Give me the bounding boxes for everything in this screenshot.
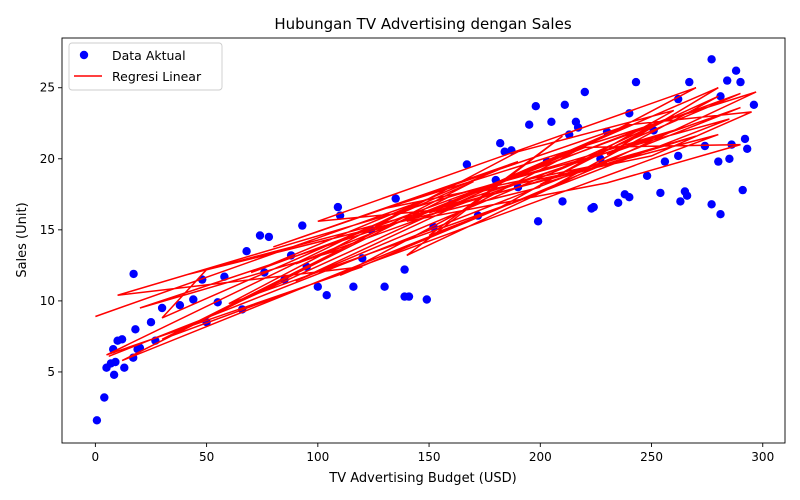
legend: Data Aktual Regresi Linear [68,42,223,91]
data-point-56 [531,102,540,111]
legend-label-data-aktual: Data Aktual [112,48,186,63]
data-point-18 [175,301,185,310]
data-point-14 [146,318,156,327]
data-point-81 [682,191,692,200]
legend-marker-data-aktual [79,50,89,60]
x-tick-label-0: 0 [92,450,100,464]
y-tick-label-10: 10 [40,294,55,308]
data-point-69 [614,198,623,207]
data-point-78 [674,94,683,104]
data-point-45 [422,295,431,304]
x-tick-label-100: 100 [306,450,329,464]
data-point-84 [707,200,716,209]
data-point-6 [120,363,129,372]
data-point-94 [738,185,747,195]
chart-title: Hubungan TV Advertising dengan Sales [274,15,571,33]
y-tick-label-5: 5 [47,365,55,379]
data-point-66 [589,202,598,212]
data-point-60 [560,100,569,110]
y-tick-label-25: 25 [40,81,55,95]
data-point-93 [736,77,745,87]
data-point-90 [725,154,734,163]
data-point-87 [716,210,725,219]
data-point-96 [743,144,752,153]
legend-box [68,42,223,91]
data-point-34 [322,291,331,300]
data-point-37 [349,282,358,291]
data-point-85 [707,55,716,64]
data-point-77 [660,157,670,166]
x-tick-label-300: 300 [751,450,774,464]
data-point-83 [700,141,710,151]
data-point-5 [111,357,120,367]
legend-label-regresi-linear: Regresi Linear [112,69,202,84]
data-point-19 [189,295,198,304]
data-point-59 [558,197,567,206]
data-point-26 [255,231,265,240]
plot-frame [61,37,786,444]
data-point-95 [740,134,750,144]
data-point-48 [462,160,472,169]
x-tick-label-150: 150 [418,450,441,464]
data-point-57 [533,217,543,226]
y-tick-label-15: 15 [40,223,55,237]
data-point-41 [391,194,400,203]
x-tick-label-200: 200 [529,450,552,464]
data-point-76 [656,188,665,198]
data-point-74 [642,171,652,180]
data-point-44 [404,292,414,301]
data-point-40 [380,282,389,291]
data-point-12 [117,335,127,344]
data-point-0 [92,416,102,425]
scatter-points [92,55,759,425]
data-point-79 [676,197,685,206]
data-point-89 [723,76,732,85]
x-tick-label-50: 50 [199,450,214,464]
regression-line-layer [95,86,757,362]
data-point-82 [685,77,694,87]
data-point-86 [714,157,723,166]
y-axis-label: Sales (Unit) [15,202,30,277]
data-point-58 [547,117,556,127]
data-point-2 [109,370,119,379]
data-point-28 [264,232,274,242]
y-axis-ticks: 5 10 15 20 25 [40,81,62,379]
data-point-25 [242,247,251,256]
data-point-17 [157,303,167,313]
regression-line [95,86,757,362]
data-point-92 [731,66,741,75]
x-axis-ticks: 0 50 100 150 200 250 300 [92,443,774,464]
data-point-42 [400,265,409,274]
data-point-31 [298,221,307,230]
data-point-51 [496,139,505,148]
data-point-98 [674,151,683,161]
data-point-1 [100,393,109,402]
y-tick-label-20: 20 [40,152,55,166]
data-point-71 [625,193,634,202]
data-point-16 [129,269,138,279]
data-point-33 [313,282,322,291]
data-point-64 [580,87,589,97]
data-point-88 [716,92,725,101]
x-axis-label: TV Advertising Budget (USD) [328,471,516,486]
data-point-55 [525,120,534,129]
data-point-97 [749,100,759,110]
data-point-73 [631,77,641,87]
data-point-35 [333,202,343,212]
x-tick-label-250: 250 [640,450,663,464]
data-point-13 [131,325,140,334]
